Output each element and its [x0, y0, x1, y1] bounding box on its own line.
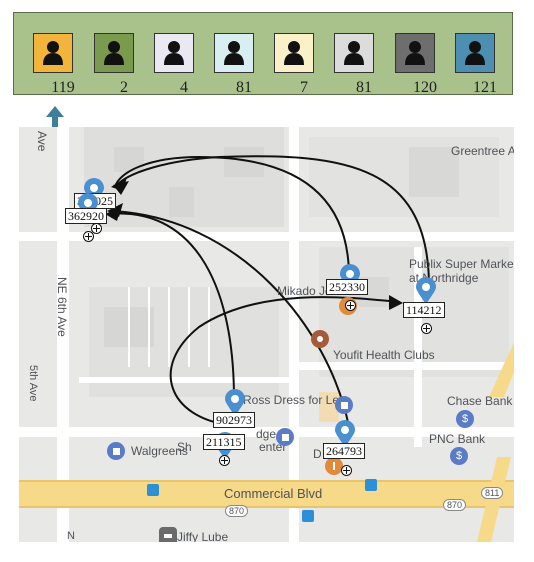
- crosshair-target-icon[interactable]: [91, 223, 102, 234]
- pin-id-label[interactable]: 264793: [323, 443, 365, 459]
- pin-id-label[interactable]: 902973: [213, 412, 255, 428]
- bus-stop-icon[interactable]: [302, 510, 314, 522]
- user-count: 2: [120, 79, 128, 96]
- person-icon: [465, 41, 485, 65]
- pin-id-label[interactable]: 252330: [326, 279, 368, 295]
- location-pin-icon[interactable]: [224, 389, 246, 417]
- place-label-ridge: dge: [256, 427, 277, 441]
- crosshair-target-icon[interactable]: [345, 300, 356, 311]
- person-icon: [284, 41, 304, 65]
- user-slot-lavender[interactable]: [154, 33, 194, 73]
- user-slot-darkgray[interactable]: [395, 33, 435, 73]
- user-slot-blue[interactable]: [455, 33, 495, 73]
- gym-icon[interactable]: [311, 330, 329, 348]
- pin-id-label[interactable]: 362920: [65, 208, 107, 224]
- street-label: Ave: [35, 131, 49, 152]
- road-shield-811: 811: [481, 487, 504, 499]
- user-count: 81: [356, 79, 372, 96]
- location-pin-icon[interactable]: [415, 277, 437, 305]
- place-label-ross: Ross Dress for Less: [243, 393, 352, 407]
- crosshair-target-icon[interactable]: [219, 455, 230, 466]
- bank-icon[interactable]: $: [456, 410, 474, 428]
- place-label-greentree: Greentree Ap: [451, 144, 514, 158]
- user-count: 7: [300, 79, 308, 96]
- user-slot-orange[interactable]: [33, 33, 73, 73]
- person-icon: [164, 41, 184, 65]
- place-label-jiffy: Jiffy Lube: [177, 530, 229, 542]
- person-icon: [405, 41, 425, 65]
- location-pin-icon[interactable]: [339, 264, 361, 292]
- street-label-commercial: Commercial Blvd: [224, 486, 323, 501]
- place-label-publix: Publix Super Market: [409, 257, 514, 271]
- user-count: 4: [180, 79, 188, 96]
- place-label-d: D: [313, 447, 322, 461]
- user-slot-mint[interactable]: [214, 33, 254, 73]
- bus-stop-icon[interactable]: [365, 479, 377, 491]
- place-label-pnc: PNC Bank: [429, 432, 486, 446]
- up-arrow-icon: [46, 106, 64, 134]
- user-count: 119: [51, 79, 75, 96]
- road-shield-870: 870: [225, 505, 249, 517]
- shopping-bag-icon[interactable]: [335, 396, 353, 414]
- user-count: 120: [413, 79, 437, 96]
- place-label-walgreens: Walgreens: [131, 444, 188, 458]
- place-label-sh: Sh: [177, 440, 192, 454]
- place-label-chase: Chase Bank: [447, 394, 513, 408]
- user-count: 81: [236, 79, 252, 96]
- crosshair-target-icon[interactable]: [341, 465, 352, 476]
- person-icon: [43, 41, 63, 65]
- person-icon: [104, 41, 124, 65]
- shopping-bag-icon[interactable]: [107, 442, 125, 460]
- user-slot-panel: 119 2 4 81 7 81 120 121: [13, 12, 513, 96]
- crosshair-target-icon[interactable]: [83, 231, 94, 242]
- place-label-n: N: [67, 530, 75, 542]
- location-pin-icon[interactable]: [77, 193, 99, 221]
- street-label-ne6th: NE 6th Ave: [55, 277, 69, 337]
- user-count: 121: [473, 79, 497, 96]
- crosshair-target-icon[interactable]: [421, 323, 432, 334]
- road-shield-870: 870: [443, 499, 467, 511]
- restaurant-icon[interactable]: [325, 457, 343, 475]
- bank-icon[interactable]: $: [450, 447, 468, 465]
- pin-id-label[interactable]: 211315: [203, 434, 245, 450]
- bus-stop-icon[interactable]: [147, 484, 159, 496]
- user-slot-gray[interactable]: [334, 33, 374, 73]
- user-slot-olive[interactable]: [94, 33, 134, 73]
- person-icon: [344, 41, 364, 65]
- map-view[interactable]: Ave NE 6th Ave 5th Ave Commercial Blvd G…: [19, 127, 514, 542]
- street-label-5th: 5th Ave: [27, 365, 39, 402]
- shopping-bag-icon[interactable]: [276, 428, 294, 446]
- place-label-mikado: Mikado Je: [277, 284, 332, 298]
- location-pin-icon[interactable]: [334, 420, 356, 448]
- place-label-youfit: Youfit Health Clubs: [333, 348, 435, 362]
- person-icon: [224, 41, 244, 65]
- pin-id-label[interactable]: 114212: [403, 302, 445, 318]
- location-pin-icon[interactable]: [83, 178, 105, 206]
- user-slot-cream[interactable]: [274, 33, 314, 73]
- car-service-icon[interactable]: [159, 527, 177, 542]
